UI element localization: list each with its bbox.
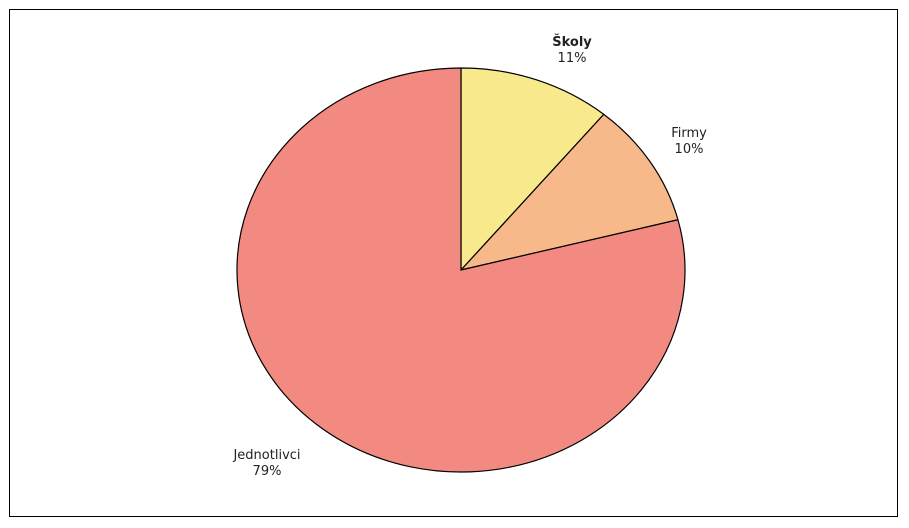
pie-slice-firmy [459,113,679,272]
slice-label-firmy: Firmy [671,126,707,141]
slice-value-skoly: 11% [558,51,587,66]
slice-label-skoly: Školy [552,34,592,50]
slice-label-jednotlivci: Jednotlivci [232,448,300,463]
pie-slices [236,67,686,473]
pie-slice-skoly [460,67,605,272]
slice-value-firmy: 10% [675,142,704,157]
pie-slice-jednotlivci [236,67,686,473]
slice-value-jednotlivci: 79% [253,464,282,479]
